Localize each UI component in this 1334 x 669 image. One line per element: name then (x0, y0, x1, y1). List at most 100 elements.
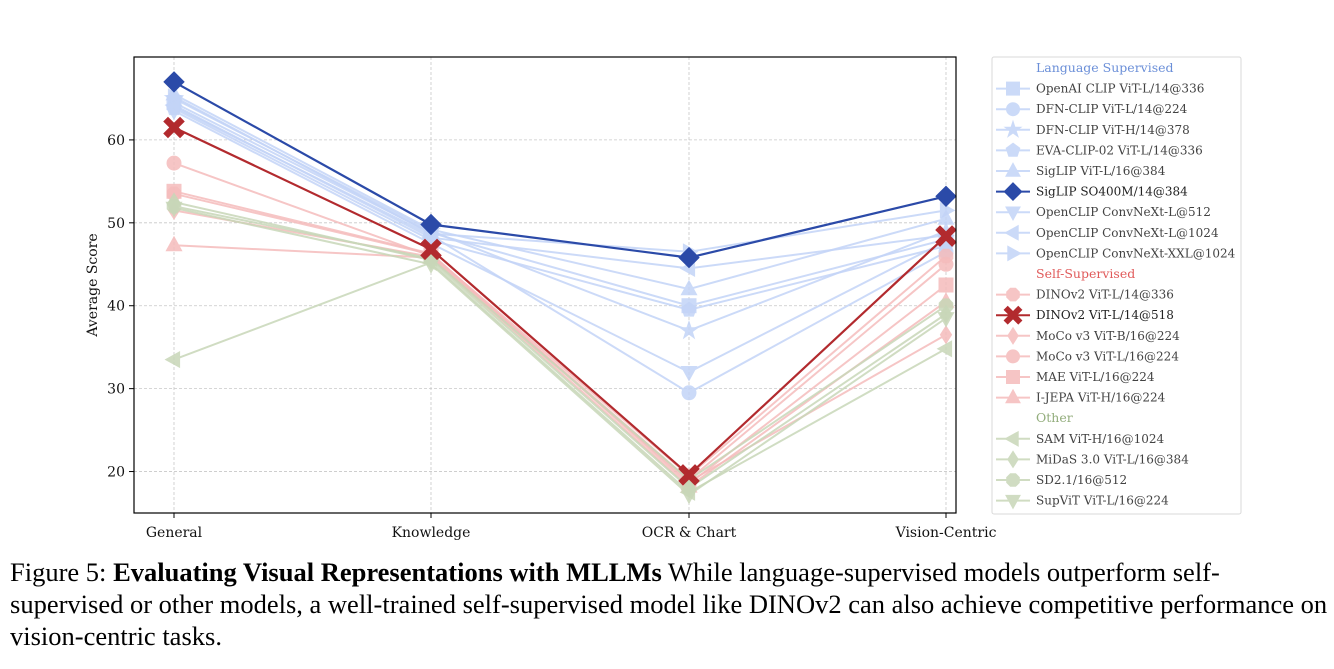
legend-marker (1006, 287, 1020, 302)
legend-group-header: Self-Supervised (1036, 266, 1135, 281)
series-line (173, 244, 947, 488)
legend-entry: OpenCLIP ConvNeXt-XXL@1024 (996, 245, 1236, 262)
series-16 (167, 192, 953, 498)
legend-marker (1003, 119, 1023, 138)
legend-marker (1007, 245, 1022, 262)
legend-entry: MiDaS 3.0 ViT-L/16@384 (996, 450, 1189, 469)
series-line (173, 162, 947, 482)
series-7 (164, 96, 953, 277)
series-line (173, 205, 947, 482)
y-tick-label: 40 (107, 299, 125, 315)
series-line (173, 190, 947, 486)
legend-box (991, 56, 1242, 515)
legend-group-header: Other (1036, 410, 1073, 425)
legend-entry: MAE ViT-L/16@224 (996, 370, 1155, 384)
data-point (938, 298, 954, 313)
legend-label: SigLIP ViT-L/16@384 (1036, 164, 1166, 178)
legend-marker (1003, 182, 1023, 202)
x-tick-label: Knowledge (392, 525, 471, 541)
data-point (937, 312, 955, 328)
series-line (173, 107, 947, 311)
legend-entry: OpenCLIP ConvNeXt-L@1024 (996, 224, 1219, 241)
x-tick-label: OCR & Chart (642, 525, 737, 541)
series-2 (163, 87, 957, 340)
series-line (173, 192, 947, 478)
series-5 (163, 71, 957, 269)
legend-label: OpenCLIP ConvNeXt-XXL@1024 (1036, 246, 1236, 260)
legend-label: SAM ViT-H/16@1024 (1036, 432, 1164, 446)
legend-label: I-JEPA ViT-H/16@224 (1036, 391, 1166, 405)
data-point (420, 213, 442, 236)
data-point (938, 277, 954, 293)
series-12 (166, 155, 954, 488)
legend-entry: OpenAI CLIP ViT-L/14@336 (996, 81, 1204, 96)
legend-marker (1005, 206, 1021, 222)
data-point (420, 238, 442, 261)
legend-label: SupViT ViT-L/16@224 (1036, 494, 1169, 508)
legend-marker (1005, 388, 1021, 404)
data-point (165, 201, 183, 218)
series-line (173, 126, 947, 477)
caption-body: While language-supervised models outperf… (10, 557, 1328, 651)
legend-entry: EVA-CLIP-02 ViT-L/14@336 (996, 142, 1203, 157)
legend-label: DFN-CLIP ViT-L/14@224 (1036, 102, 1188, 116)
data-point (938, 256, 954, 272)
plot-frame (133, 56, 957, 514)
series-line (173, 261, 947, 494)
data-point (678, 246, 700, 269)
legend-label: DFN-CLIP ViT-H/14@378 (1036, 123, 1190, 137)
legend-marker (1005, 142, 1021, 157)
data-point (936, 340, 953, 358)
legend-entry: MoCo v3 ViT-B/16@224 (996, 326, 1180, 345)
legend-entry: DFN-CLIP ViT-L/14@224 (996, 102, 1188, 117)
legend-label: DINOv2 ViT-L/14@336 (1036, 288, 1174, 302)
x-tick-label: Vision-Centric (895, 525, 997, 541)
axis-ticks: 20 30 40 50 60 General Knowledge OCR & Chart Vis… (107, 133, 996, 541)
series-line (173, 97, 947, 332)
x-tick-label: General (146, 525, 203, 541)
data-point (680, 366, 698, 382)
series-line (173, 95, 947, 253)
data-point (163, 116, 185, 139)
series-11 (167, 200, 953, 492)
data-point (935, 225, 957, 247)
legend-label: MoCo v3 ViT-L/16@224 (1036, 349, 1179, 363)
series-line (173, 104, 947, 270)
y-tick-label: 30 (107, 382, 125, 398)
caption-prefix: Figure 5: (10, 557, 114, 587)
data-point (164, 351, 181, 369)
legend-entry: OpenCLIP ConvNeXt-L@512 (996, 205, 1211, 222)
legend-group-header: Language Supervised (1036, 60, 1174, 75)
legend-marker (1005, 162, 1021, 177)
y-tick-label: 50 (107, 216, 125, 232)
legend-entry: DFN-CLIP ViT-H/14@378 (996, 119, 1190, 138)
legend-label: OpenCLIP ConvNeXt-L@512 (1036, 205, 1211, 219)
legend-label: SD2.1/16@512 (1036, 473, 1127, 487)
legend-label: OpenAI CLIP ViT-L/14@336 (1036, 82, 1204, 96)
chart-legend: Language Supervised OpenAI CLIP ViT-L/14@… (991, 56, 1242, 515)
data-point (165, 235, 183, 252)
legend-label: SigLIP SO400M/14@384 (1036, 185, 1188, 199)
legend-marker (1007, 326, 1019, 345)
y-tick-label: 60 (107, 133, 125, 149)
series-line (173, 93, 947, 291)
series-line (173, 110, 947, 374)
legend-label: MoCo v3 ViT-B/16@224 (1036, 329, 1180, 343)
legend-marker (1006, 349, 1020, 364)
legend-entry: DINOv2 ViT-L/14@518 (996, 305, 1174, 325)
legend-label: OpenCLIP ConvNeXt-L@1024 (1036, 226, 1219, 240)
legend-entry: MoCo v3 ViT-L/16@224 (996, 349, 1179, 364)
legend-entry: SupViT ViT-L/16@224 (996, 494, 1169, 510)
legend-marker (1004, 430, 1019, 447)
series-18 (165, 201, 955, 505)
legend-label: EVA-CLIP-02 ViT-L/14@336 (1036, 143, 1203, 157)
data-point (678, 464, 700, 486)
line-chart: 20 30 40 50 60 General Knowledge OCR & Chart Vis… (85, 56, 1242, 541)
data-point (681, 301, 697, 317)
data-point (939, 201, 956, 219)
data-point (680, 488, 698, 505)
legend-label: MAE ViT-L/16@224 (1036, 370, 1155, 384)
data-point (163, 71, 185, 93)
series-line (173, 80, 947, 259)
data-point (166, 155, 182, 171)
